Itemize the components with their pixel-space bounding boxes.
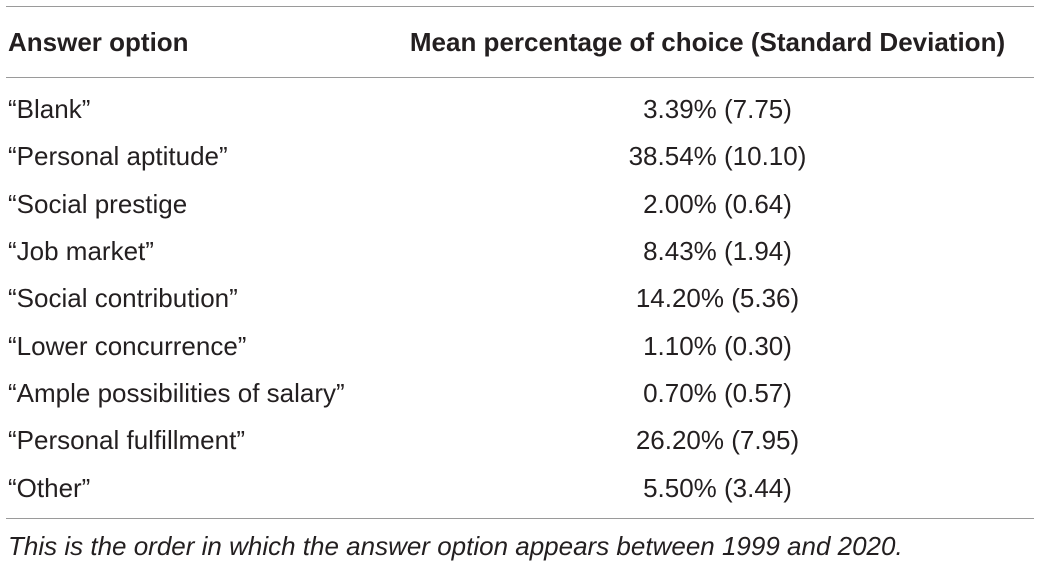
answer-option-cell: “Ample possibilities of salary” [8,377,345,408]
header-mean-percentage: Mean percentage of choice (Standard Devi… [409,26,1006,57]
table-row: “Other” 5.50% (3.44) [6,464,1040,511]
table-row: “Personal fulfillment” 26.20% (7.95) [6,417,1040,464]
answer-option-cell: “Social contribution” [8,283,238,314]
table-row: “Blank” 3.39% (7.75) [6,86,1040,133]
mean-percentage-cell: 38.54% (10.10) [628,141,807,172]
mean-percentage-cell: 1.10% (0.30) [643,330,792,361]
mean-percentage-cell: 14.20% (5.36) [635,283,800,314]
table-row: “Personal aptitude” 38.54% (10.10) [6,133,1040,180]
mean-percentage-cell: 3.39% (7.75) [643,94,792,125]
mean-percentage-cell: 5.50% (3.44) [643,472,792,503]
answer-option-cell: “Personal aptitude” [8,141,228,172]
mean-percentage-cell: 2.00% (0.64) [643,188,792,219]
table-header: Answer option Mean percentage of choice … [6,7,1040,77]
answer-option-cell: “Job market” [8,236,154,267]
top-rule [6,6,1034,7]
table-body: “Blank” 3.39% (7.75) “Personal aptitude”… [6,78,1040,512]
answer-option-cell: “Social prestige [8,188,188,219]
answer-option-cell: “Other” [8,472,91,503]
header-rule [6,77,1034,78]
mean-percentage-cell: 8.43% (1.94) [643,236,792,267]
bottom-rule [6,517,1034,519]
table-row: “Social contribution” 14.20% (5.36) [6,275,1040,322]
table-row: “Social prestige 2.00% (0.64) [6,181,1040,228]
answer-option-cell: “Blank” [8,94,91,125]
data-table: Answer option Mean percentage of choice … [6,6,1040,562]
table-footnote: This is the order in which the answer op… [8,530,903,561]
mean-percentage-cell: 0.70% (0.57) [643,377,792,408]
table-row: “Lower concurrence” 1.10% (0.30) [6,322,1040,369]
header-answer-option: Answer option [8,26,189,57]
table-row: “Job market” 8.43% (1.94) [6,228,1040,275]
answer-option-cell: “Lower concurrence” [8,330,247,361]
table-row: “Ample possibilities of salary” 0.70% (0… [6,370,1040,417]
mean-percentage-cell: 26.20% (7.95) [635,425,800,456]
answer-option-cell: “Personal fulfillment” [8,425,245,456]
